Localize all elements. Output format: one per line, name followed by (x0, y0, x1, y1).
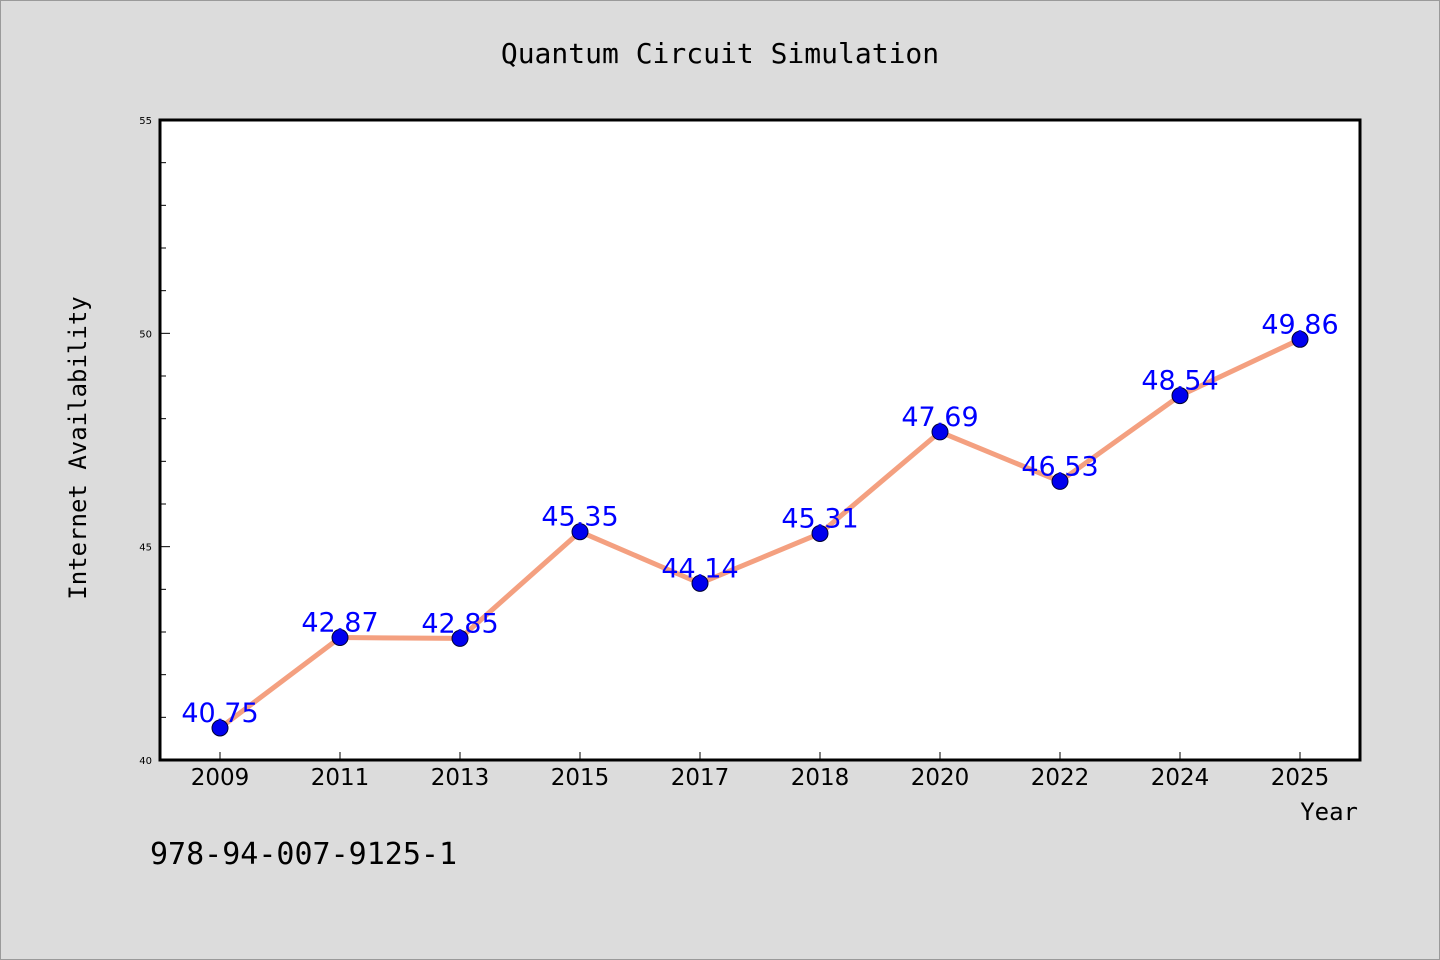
x-tick-label: 2013 (431, 765, 490, 791)
chart-title: Quantum Circuit Simulation (501, 37, 939, 70)
data-point (931, 423, 949, 441)
y-tick-label: 50 (139, 329, 152, 340)
series-line-layer (217, 336, 1303, 731)
data-label: 48.54 (1141, 366, 1218, 397)
data-label: 47.69 (901, 402, 978, 433)
plot-area (158, 118, 1362, 762)
marker-layer (211, 330, 1309, 737)
data-point (331, 629, 349, 647)
x-tick-label: 2017 (671, 765, 730, 791)
y-axis: 40 45 50 55 (139, 116, 170, 767)
data-label: 49.86 (1261, 309, 1338, 340)
data-point (811, 524, 829, 542)
data-point (691, 574, 709, 592)
x-tick-label: 2009 (191, 765, 250, 791)
y-tick-label: 55 (139, 116, 152, 127)
data-label: 46.53 (1021, 451, 1098, 482)
isbn-label: 978-94-007-9125-1 (150, 837, 457, 872)
data-label: 45.31 (781, 503, 858, 534)
data-point (1171, 387, 1189, 405)
x-tick-label: 2015 (551, 765, 610, 791)
y-axis-label: Internet Availability (64, 296, 92, 599)
x-axis-label: Year (1300, 798, 1358, 826)
x-tick-label: 2025 (1271, 765, 1330, 791)
data-point (451, 629, 469, 647)
data-label: 40.75 (181, 698, 258, 729)
x-tick-label: 2018 (791, 765, 850, 791)
x-tick-label: 2024 (1151, 765, 1210, 791)
data-point (1291, 330, 1309, 348)
data-label: 44.14 (661, 553, 738, 584)
data-label: 42.85 (421, 608, 498, 639)
series-line (217, 336, 1303, 731)
x-tick-label: 2022 (1031, 765, 1090, 791)
data-point (1051, 472, 1069, 490)
y-tick-label: 40 (139, 756, 152, 767)
x-tick-label: 2011 (311, 765, 370, 791)
x-axis: 2009 2011 2013 2015 2017 2018 2020 2022 2024 2025 (191, 752, 1330, 791)
data-label: 45.35 (541, 502, 618, 533)
data-point (571, 523, 589, 541)
data-label: 42.87 (301, 608, 378, 639)
data-label-layer: 40.75 42.87 42.85 45.35 44.14 45.31 47.69 46.53… (181, 309, 1338, 729)
x-tick-label: 2020 (911, 765, 970, 791)
y-tick-label: 45 (139, 543, 152, 554)
data-point (211, 719, 229, 737)
